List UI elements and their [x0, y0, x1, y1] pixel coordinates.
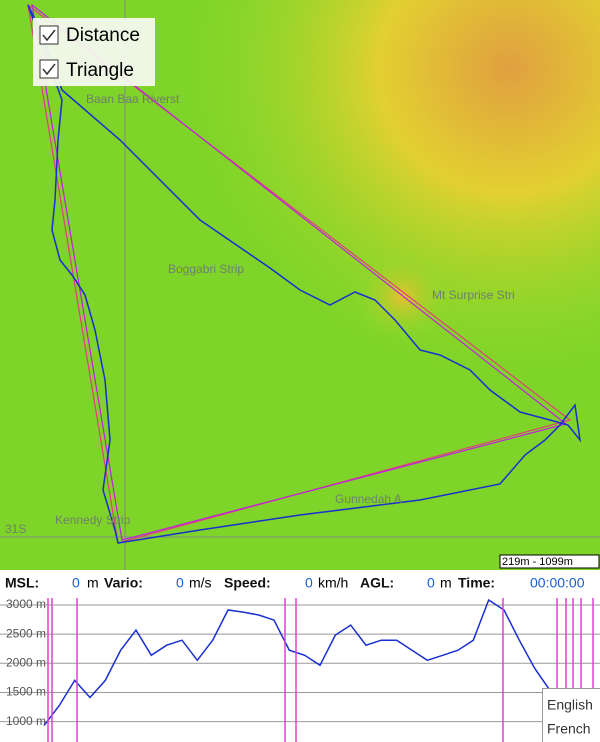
checkbox[interactable]: [39, 25, 59, 45]
menu-item[interactable]: English: [547, 697, 593, 713]
status-value: 0: [305, 575, 313, 591]
flight-track: [27, 4, 582, 544]
status-value: 0: [427, 575, 435, 591]
status-unit: km/h: [318, 575, 348, 591]
status-value: 00:00:00: [530, 575, 585, 591]
terrain: [0, 0, 600, 570]
map[interactable]: Baan Baa Riverst Boggabri Strip Mt Surpr…: [0, 0, 600, 570]
y-tick-label: 1500 m: [6, 685, 46, 699]
status-label: Vario:: [104, 575, 143, 591]
menu-box: [542, 688, 600, 742]
y-tick-label: 1000 m: [6, 714, 46, 728]
check: [42, 63, 56, 76]
place-label: Baan Baa Riverst: [86, 92, 180, 106]
status-unit: m: [440, 575, 452, 591]
language-menu[interactable]: English French: [542, 688, 600, 742]
place-label: Boggabri Strip: [168, 262, 244, 276]
checkbox[interactable]: [39, 59, 59, 79]
checkbox-box: [39, 25, 59, 45]
place-label: Gunnedah A: [335, 492, 402, 506]
status-unit: m: [87, 575, 99, 591]
altitude-profile: 3000 m 2500 m 2000 m 1500 m 1000 m: [0, 597, 600, 728]
status-value: 0: [72, 575, 80, 591]
status-bar: [0, 570, 600, 598]
status-label: AGL:: [360, 575, 394, 591]
status-label: MSL:: [5, 575, 39, 591]
check: [42, 29, 56, 42]
scale-label: 219m - 1099m: [502, 556, 573, 568]
y-tick-label: 2000 m: [6, 655, 46, 669]
time-markers: [47, 598, 594, 742]
status-value: 0: [176, 575, 184, 591]
layer-label[interactable]: Distance: [66, 25, 140, 46]
y-tick-label: 2500 m: [6, 626, 46, 640]
checkbox-box: [39, 59, 59, 79]
status-unit: m/s: [189, 575, 212, 591]
distance: [31, 3, 568, 541]
menu-item[interactable]: French: [547, 721, 591, 737]
grid-label: 31S: [5, 522, 26, 536]
layer-label[interactable]: Triangle: [66, 60, 134, 81]
status-label: Time:: [458, 575, 495, 591]
y-tick-label: 3000 m: [6, 597, 46, 611]
place-label: Kennedy Strip: [55, 513, 131, 527]
status-label: Speed:: [224, 575, 271, 591]
altitude-line: [43, 598, 551, 727]
status: MSL: 0 m Vario: 0 m/s Speed: 0 km/h AGL: 0 m Time: 00…: [5, 575, 585, 591]
scale-box: [499, 554, 600, 569]
profile-bg: [0, 598, 600, 742]
place-label: Mt Surprise Stri: [432, 288, 515, 302]
